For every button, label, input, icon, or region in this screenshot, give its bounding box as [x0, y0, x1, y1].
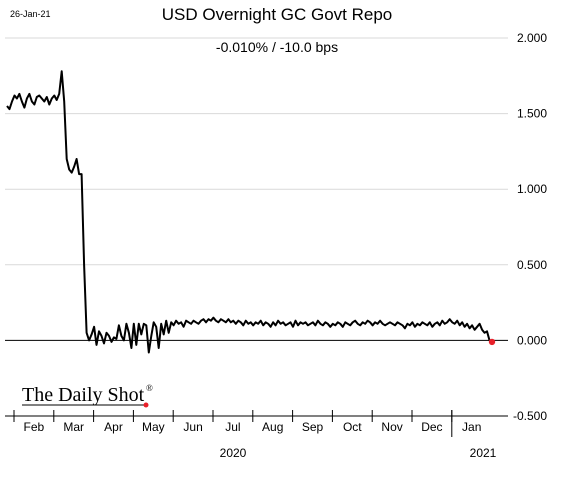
x-tick-label: Aug	[262, 420, 283, 434]
chart-subtitle: -0.010% / -10.0 bps	[216, 39, 338, 55]
series-line	[6, 70, 493, 354]
x-tick-label: Oct	[343, 420, 362, 434]
x-tick-label: Dec	[421, 420, 442, 434]
x-tick-label: May	[142, 420, 165, 434]
x-axis: Feb Mar Apr May Jun Jul Aug Sep Oct Nov Dec Jan 2020…	[5, 410, 508, 460]
y-axis-ticks: 2.000 1.500 1.000 0.500 0.000 -0.500	[513, 31, 547, 423]
year-label: 2020	[220, 446, 247, 460]
x-tick-label: Jun	[183, 420, 202, 434]
y-tick-label: -0.500	[513, 409, 547, 423]
y-tick-label: 0.500	[517, 258, 547, 272]
logo-dot	[143, 402, 149, 408]
x-tick-label: Feb	[24, 420, 45, 434]
x-tick-label: Apr	[104, 420, 123, 434]
y-tick-label: 2.000	[517, 31, 547, 45]
logo: The Daily Shot ®	[22, 383, 153, 408]
date-stamp: 26-Jan-21	[10, 9, 51, 19]
x-tick-label: Sep	[302, 420, 324, 434]
chart-title: USD Overnight GC Govt Repo	[162, 5, 393, 24]
logo-text: The Daily Shot	[22, 384, 145, 406]
x-tick-label: Jul	[225, 420, 240, 434]
series-group	[6, 70, 496, 354]
x-tick-label: Nov	[381, 420, 402, 434]
y-tick-label: 1.500	[517, 107, 547, 121]
last-value-marker	[488, 338, 496, 346]
year-label: 2021	[470, 446, 497, 460]
y-tick-label: 0.000	[517, 333, 547, 347]
gridlines	[5, 37, 508, 417]
x-tick-label: Mar	[63, 420, 84, 434]
y-tick-label: 1.000	[517, 182, 547, 196]
logo-registered-mark: ®	[146, 383, 153, 393]
x-tick-label: Jan	[462, 420, 481, 434]
